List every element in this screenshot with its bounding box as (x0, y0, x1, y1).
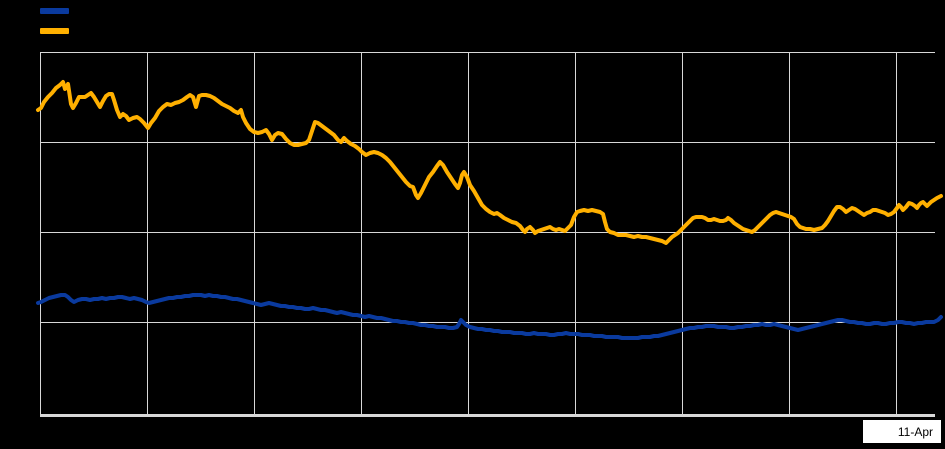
x-axis-last-label-box: 11-Apr (863, 420, 941, 443)
gridlines (40, 52, 935, 415)
chart-legend (40, 8, 80, 38)
series-line-blue (36, 293, 943, 340)
series-lines (36, 80, 943, 340)
x-axis-last-label: 11-Apr (897, 424, 933, 439)
legend-swatch-orange-series[interactable] (40, 28, 69, 34)
series-line-orange (36, 80, 943, 245)
legend-swatch-blue-series[interactable] (40, 8, 69, 14)
